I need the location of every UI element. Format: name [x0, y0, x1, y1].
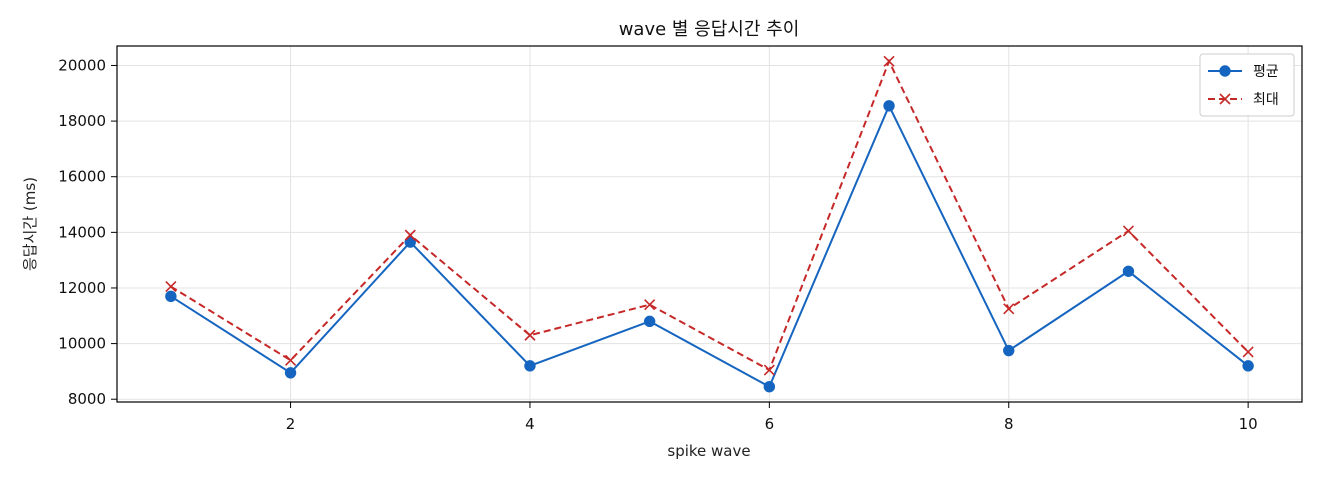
series-layer: [165, 55, 1254, 393]
grid-lines: [117, 46, 1302, 402]
x-axis-label: spike wave: [667, 442, 750, 460]
x-tick-label: 10: [1239, 415, 1258, 433]
x-tick-label: 8: [1004, 415, 1014, 433]
data-point: [1242, 346, 1254, 358]
data-point: [165, 290, 177, 303]
y-tick-label: 14000: [58, 223, 106, 241]
data-point: [1122, 265, 1135, 277]
data-point: [883, 100, 895, 112]
data-point: [1242, 360, 1254, 372]
data-point: [1003, 303, 1015, 315]
y-axis-label: 응답시간 (ms): [21, 177, 39, 271]
y-tick-label: 12000: [58, 279, 106, 297]
data-point: [763, 364, 775, 376]
data-point: [404, 236, 416, 248]
data-point: [643, 315, 656, 328]
x-tick-label: 4: [525, 415, 535, 433]
y-tick-label: 10000: [58, 335, 106, 353]
y-tick-label: 18000: [58, 112, 106, 130]
series-line: [170, 58, 1249, 372]
y-tick-label: 20000: [58, 56, 106, 74]
data-point: [404, 229, 416, 241]
data-point: [524, 329, 536, 341]
plot-frame: [116, 45, 1303, 403]
y-axis-ticks: 8000 10000 12000 14000 16000 18000 20000: [58, 56, 117, 408]
data-point: [284, 367, 297, 379]
data-point: [763, 381, 776, 393]
data-point: [644, 299, 656, 311]
series-1: [165, 100, 1254, 393]
y-tick-label: 16000: [58, 168, 106, 186]
data-point: [524, 360, 536, 372]
series-2: [165, 55, 1254, 376]
legend-marker: [1219, 93, 1231, 105]
data-point: [165, 281, 177, 293]
y-tick-label: 8000: [68, 390, 106, 408]
legend-box: [1199, 53, 1295, 117]
data-point: [1122, 225, 1135, 237]
legend-entry: 평균: [1208, 64, 1279, 80]
x-axis-ticks: 2 4 6 8 10: [286, 402, 1258, 433]
x-tick-label: 2: [286, 415, 296, 433]
legend-entry: 최대: [1208, 92, 1279, 108]
data-point: [1003, 344, 1015, 357]
legend-label: 최대: [1253, 92, 1279, 108]
series-line: [170, 103, 1249, 389]
x-tick-label: 6: [765, 415, 775, 433]
data-point: [284, 354, 297, 366]
data-point: [883, 55, 895, 67]
chart-title: wave 별 응답시간 추이: [619, 19, 800, 40]
legend-label: 평균: [1253, 64, 1279, 80]
legend-marker: [1219, 65, 1231, 77]
